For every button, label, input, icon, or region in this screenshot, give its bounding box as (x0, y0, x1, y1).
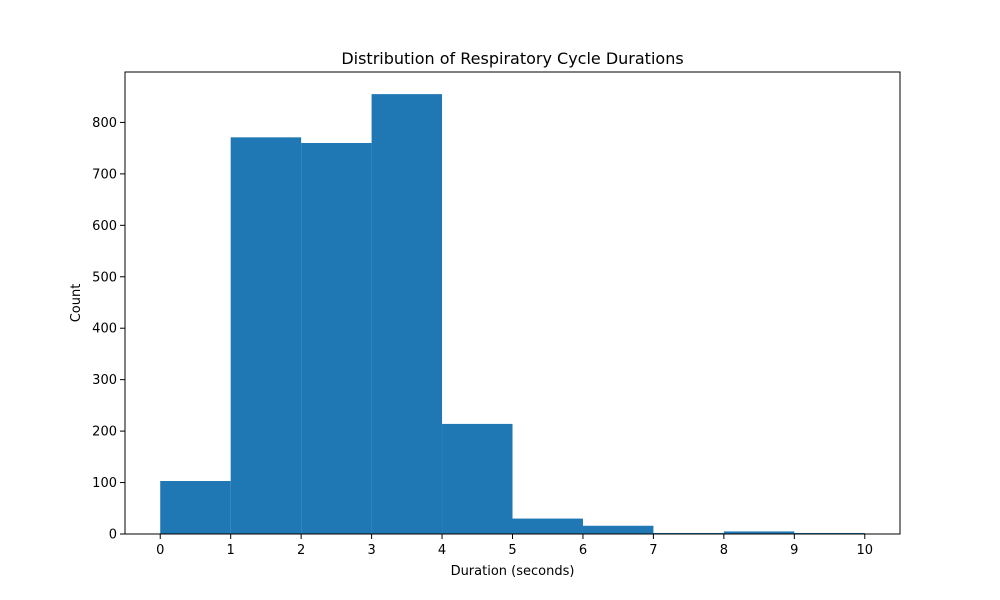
x-axis-ticks: 0 1 2 3 4 5 6 7 8 9 10 (156, 534, 873, 558)
y-tick-label-0: 0 (109, 528, 117, 543)
histogram-bar-0 (160, 481, 231, 534)
y-tick-label-8: 800 (92, 116, 117, 131)
chart-title: Distribution of Respiratory Cycle Durati… (341, 49, 683, 68)
histogram-bar-1 (230, 137, 302, 534)
x-tick-label-5: 5 (508, 543, 516, 558)
y-tick-label-1: 100 (92, 476, 117, 491)
histogram-bar-9 (794, 532, 865, 534)
y-tick-label-7: 700 (92, 167, 117, 182)
y-tick-label-6: 600 (92, 219, 117, 234)
bars-group (160, 94, 865, 534)
x-tick-label-1: 1 (227, 543, 235, 558)
y-tick-label-5: 500 (92, 270, 117, 285)
x-axis-label: Duration (seconds) (451, 564, 575, 579)
x-tick-label-6: 6 (579, 543, 587, 558)
x-tick-label-7: 7 (649, 543, 657, 558)
x-tick-label-9: 9 (790, 543, 798, 558)
x-tick-label-4: 4 (438, 543, 446, 558)
histogram-bar-4 (442, 423, 513, 534)
y-tick-label-3: 300 (92, 373, 117, 388)
histogram-bar-6 (582, 525, 654, 534)
y-axis-ticks: 0 100 200 300 400 500 600 700 800 (92, 116, 125, 543)
x-tick-label-10: 10 (856, 543, 873, 558)
x-tick-label-8: 8 (720, 543, 728, 558)
histogram-bar-3 (371, 94, 443, 534)
histogram-bar-8 (723, 531, 795, 534)
x-tick-label-3: 3 (367, 543, 375, 558)
x-tick-label-0: 0 (156, 543, 164, 558)
histogram-bar-7 (653, 532, 724, 534)
y-tick-label-4: 400 (92, 322, 117, 337)
y-tick-label-2: 200 (92, 425, 117, 440)
histogram-bar-5 (512, 518, 583, 534)
y-axis-label: Count (69, 284, 84, 323)
histogram-bar-2 (301, 142, 372, 534)
x-tick-label-2: 2 (297, 543, 305, 558)
